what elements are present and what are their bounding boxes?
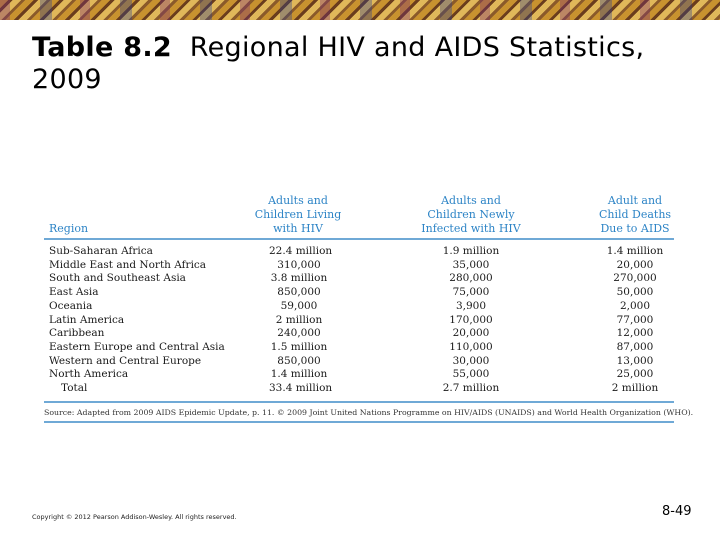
cell-living: 240,000: [277, 327, 321, 340]
cell-region: Middle East and North Africa: [49, 258, 207, 271]
cell-deaths: 50,000: [616, 286, 654, 299]
copyright-notice: Copyright © 2012 Pearson Addison-Wesley.…: [32, 513, 237, 521]
header-region: Region: [49, 222, 89, 235]
cell-living: 1.5 million: [270, 340, 328, 353]
cell-deaths: 25,000: [616, 368, 654, 381]
cell-region: North America: [49, 368, 129, 381]
table-row: Oceania 59,000 3,900 2,000: [49, 300, 679, 314]
header-deaths-line1: Adult and: [607, 194, 663, 207]
cell-living: 59,000: [280, 299, 318, 312]
cell-infected: 35,000: [452, 258, 490, 271]
cell-living: 22.4 million: [269, 245, 333, 257]
table-row: North America 1.4 million 55,000 25,000: [49, 368, 679, 382]
header-deaths-line2: Child Deaths: [598, 208, 672, 221]
cell-infected: 30,000: [452, 354, 490, 367]
header-living-line1: Adults and: [268, 194, 328, 207]
cell-infected: 110,000: [449, 340, 493, 353]
cell-infected: 2.7 million: [442, 382, 500, 394]
title-text: Regional HIV and AIDS Statistics, 2009: [32, 32, 645, 95]
table-row: Caribbean 240,000 20,000 12,000: [49, 327, 679, 341]
footer-rule-top: [44, 401, 674, 403]
cell-region: Oceania: [49, 299, 93, 312]
cell-region: Western and Central Europe: [49, 354, 202, 367]
footer-rule-bottom: [44, 421, 674, 423]
cell-living: 3.8 million: [270, 272, 328, 285]
cell-region: Latin America: [49, 313, 125, 326]
header-infected-line1: Adults and: [441, 194, 501, 207]
header-deaths-line3: Due to AIDS: [600, 222, 670, 235]
cell-region: East Asia: [49, 286, 99, 299]
cell-deaths: 87,000: [616, 340, 654, 353]
table-row: Western and Central Europe 850,000 30,000 1…: [49, 355, 679, 369]
cell-living: 1.4 million: [270, 368, 328, 381]
slide-number: 8-49: [662, 504, 692, 519]
cell-region: South and Southeast Asia: [49, 272, 186, 285]
cell-deaths: 1.4 million: [606, 245, 664, 257]
table-source-note: Source: Adapted from 2009 AIDS Epidemic …: [44, 408, 694, 417]
cell-living: 2 million: [275, 313, 323, 326]
cell-living: 850,000: [277, 286, 321, 299]
table-row: Latin America 2 million 170,000 77,000: [49, 314, 679, 328]
header-living-line2: Children Living: [254, 208, 342, 221]
table-row: Middle East and North Africa 310,000 35,00…: [49, 259, 679, 273]
cell-deaths: 270,000: [613, 272, 657, 285]
header-infected-line3: Infected with HIV: [421, 222, 521, 235]
table-row: Sub-Saharan Africa 22.4 million 1.9 millio…: [49, 245, 679, 259]
cell-deaths: 2 million: [611, 382, 659, 394]
slide-number-box: [646, 488, 720, 540]
cell-living: 850,000: [277, 354, 321, 367]
table-row-total: Total 33.4 million 2.7 million 2 million: [49, 382, 679, 396]
cell-deaths: 20,000: [616, 258, 654, 271]
cell-deaths: 13,000: [616, 354, 654, 367]
header-rule: [44, 238, 674, 240]
table-number: Table 8.2: [32, 32, 172, 63]
table-row: East Asia 850,000 75,000 50,000: [49, 286, 679, 300]
cell-region: Eastern Europe and Central Asia: [49, 340, 225, 353]
cell-living: 33.4 million: [269, 382, 333, 394]
cell-infected: 20,000: [452, 327, 490, 340]
cell-region: Total: [61, 382, 88, 394]
header-living: Adults and Children Living with HIV: [238, 194, 358, 236]
table-row: Eastern Europe and Central Asia 1.5 milli…: [49, 341, 679, 355]
cell-infected: 170,000: [449, 313, 493, 326]
cell-deaths: 12,000: [616, 327, 654, 340]
cell-infected: 3,900: [455, 299, 487, 312]
cell-living: 310,000: [277, 258, 321, 271]
slide-title: Table 8.2 Regional HIV and AIDS Statisti…: [32, 32, 692, 96]
table-row: South and Southeast Asia 3.8 million 280,0…: [49, 272, 679, 286]
cell-infected: 1.9 million: [442, 245, 500, 257]
decorative-banner: [0, 0, 720, 20]
cell-infected: 280,000: [449, 272, 493, 285]
header-deaths: Adult and Child Deaths Due to AIDS: [585, 194, 685, 236]
header-infected: Adults and Children Newly Infected with …: [406, 194, 536, 236]
cell-region: Caribbean: [49, 327, 105, 340]
cell-infected: 75,000: [452, 286, 490, 299]
cell-infected: 55,000: [452, 368, 490, 381]
header-living-line3: with HIV: [273, 222, 323, 235]
cell-deaths: 2,000: [619, 299, 651, 312]
header-infected-line2: Children Newly: [427, 208, 515, 221]
cell-region: Sub-Saharan Africa: [49, 245, 153, 257]
cell-deaths: 77,000: [616, 313, 654, 326]
